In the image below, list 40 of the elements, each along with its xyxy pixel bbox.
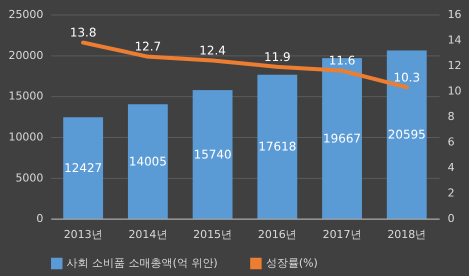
y2-tick-label: 6 [448,136,455,149]
data-label: 10.3 [393,70,420,84]
y-tick-label: 10000 [8,130,44,144]
bar [386,50,427,219]
data-label: 17618 [258,140,296,154]
x-tick-label: 2014년 [128,228,168,242]
data-label: 20595 [388,128,426,142]
y-tick-label: 25000 [8,8,44,22]
data-label: 14005 [128,154,167,168]
bar [63,117,104,219]
y-tick-label: 15000 [8,90,44,103]
y2-tick-label: 0 [448,212,455,226]
y2-tick-label: 14 [448,34,462,47]
x-tick-label: 2015년 [193,228,232,242]
data-label: 15740 [194,147,232,162]
bar [257,74,298,219]
y-tick-label: 0 [36,212,44,226]
data-label: 11.6 [328,54,356,68]
legend-label: 성장률(%) [266,256,318,270]
y2-tick-label: 10 [448,84,462,98]
y2-tick-label: 12 [448,59,462,72]
bar [192,90,233,219]
data-label: 13.8 [70,26,96,40]
data-label: 12.4 [199,43,226,58]
bar [128,104,168,219]
y2-tick-label: 16 [448,8,462,22]
x-tick-label: 2018년 [387,228,426,242]
x-tick-label: 2013년 [64,228,103,242]
y-tick-label: 20000 [8,48,44,62]
y2-tick-label: 4 [448,161,455,174]
data-label: 11.9 [264,50,291,64]
data-label: 12.7 [134,40,162,54]
data-label: 12427 [64,160,102,175]
x-tick-label: 2017년 [322,228,362,242]
data-label: 19667 [323,131,362,146]
x-tick-label: 2016년 [258,228,297,242]
y2-tick-label: 2 [448,186,455,200]
y-tick-label: 5000 [15,171,44,184]
legend-label: 사회 소비품 소매총액(억 위안) [66,256,218,270]
y2-tick-label: 8 [448,110,455,124]
